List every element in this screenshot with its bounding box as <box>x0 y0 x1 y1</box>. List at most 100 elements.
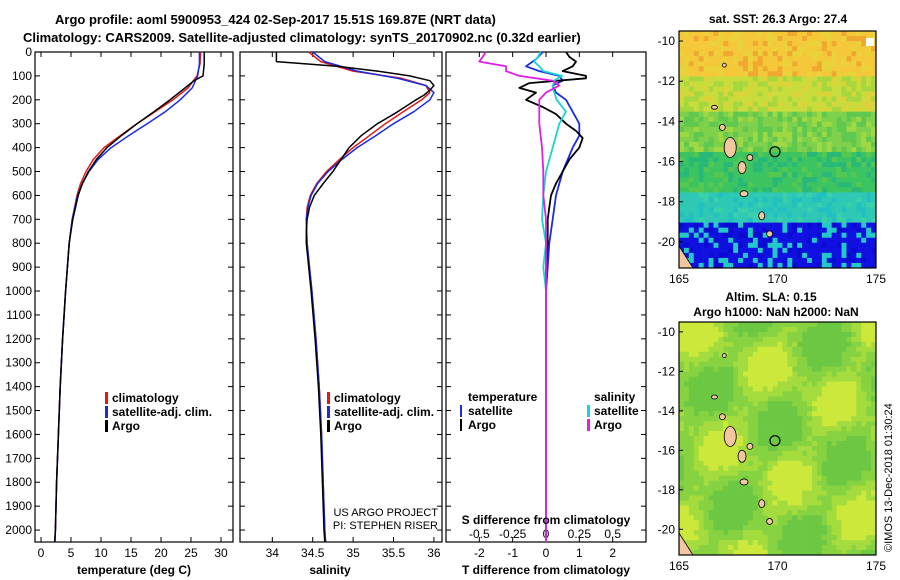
heatmap-cell <box>743 460 749 467</box>
heatmap-cell <box>733 445 739 452</box>
heatmap-cell <box>762 141 768 148</box>
heatmap-cell <box>782 346 788 353</box>
heatmap-cell <box>728 510 734 516</box>
heatmap-cell <box>821 356 828 362</box>
heatmap-cell <box>703 121 709 128</box>
heatmap-cell <box>802 76 808 82</box>
heatmap-cell <box>683 252 690 259</box>
heatmap-cell <box>856 545 862 551</box>
heatmap-cell <box>782 550 788 556</box>
heatmap-cell <box>683 356 690 362</box>
heatmap-cell <box>723 416 729 422</box>
heatmap-cell <box>871 61 877 67</box>
heatmap-cell <box>679 76 685 82</box>
heatmap-cell <box>821 535 828 541</box>
heatmap-cell <box>816 222 823 228</box>
heatmap-cell <box>821 167 828 173</box>
heatmap-cell <box>772 431 778 437</box>
heatmap-cell <box>738 460 744 467</box>
heatmap-cell <box>772 262 778 269</box>
heatmap-cell <box>683 207 690 213</box>
heatmap-cell <box>816 530 823 536</box>
heatmap-cell <box>831 545 837 551</box>
heatmap-cell <box>733 197 739 203</box>
heatmap-cell <box>713 386 719 392</box>
heatmap-cell <box>762 455 768 462</box>
heatmap-cell <box>831 187 837 193</box>
heatmap-cell <box>856 157 862 163</box>
heatmap-cell <box>733 525 739 531</box>
heatmap-cell <box>777 81 783 87</box>
heatmap-cell <box>777 111 783 118</box>
heatmap-cell <box>733 66 739 72</box>
heatmap-cell <box>797 96 803 102</box>
heatmap-cell <box>733 460 739 467</box>
heatmap-cell <box>757 111 764 118</box>
depth-tick-label: 1100 <box>6 308 32 322</box>
heatmap-cell <box>871 56 877 62</box>
heatmap-cell <box>752 172 759 178</box>
heatmap-cell <box>698 525 704 531</box>
heatmap-cell <box>747 495 754 501</box>
heatmap-cell <box>713 116 719 123</box>
heatmap-cell <box>683 162 690 168</box>
heatmap-cell <box>679 366 685 372</box>
heatmap-cell <box>856 126 862 133</box>
heatmap-cell <box>807 141 813 148</box>
heatmap-cell <box>787 187 793 193</box>
heatmap-cell <box>797 212 803 218</box>
heatmap-cell <box>767 71 773 77</box>
heatmap-cell <box>861 445 867 452</box>
heatmap-cell <box>718 46 724 52</box>
heatmap-cell <box>752 322 759 328</box>
heatmap-cell <box>792 470 798 476</box>
heatmap-cell <box>821 227 828 233</box>
heatmap-cell <box>816 86 823 92</box>
heatmap-cell <box>708 440 714 447</box>
heatmap-cell <box>752 141 759 148</box>
heatmap-cell <box>802 440 808 447</box>
heatmap-cell <box>683 465 690 472</box>
heatmap-cell <box>752 192 759 198</box>
heatmap-cell <box>777 136 783 143</box>
heatmap-cell <box>831 431 837 437</box>
heatmap-cell <box>861 257 867 264</box>
heatmap-cell <box>762 411 768 417</box>
heatmap-cell <box>866 436 872 442</box>
heatmap-cell <box>792 182 798 188</box>
heatmap-cell <box>821 217 828 223</box>
heatmap-cell <box>757 411 764 417</box>
heatmap-cell <box>743 116 749 123</box>
heatmap-cell <box>846 475 852 481</box>
heatmap-cell <box>738 31 744 37</box>
heatmap-cell <box>693 416 699 422</box>
heatmap-cell <box>826 460 832 467</box>
heatmap-cell <box>767 500 773 506</box>
heatmap-cell <box>733 31 739 37</box>
heatmap-cell <box>767 207 773 213</box>
island-shape <box>737 161 747 174</box>
heatmap-cell <box>693 386 699 392</box>
heatmap-cell <box>767 336 773 343</box>
heatmap-cell <box>767 177 773 183</box>
heatmap-cell <box>831 96 837 102</box>
heatmap-cell <box>861 520 867 526</box>
heatmap-cell <box>782 247 788 254</box>
heatmap-cell <box>777 331 783 338</box>
heatmap-cell <box>757 101 764 107</box>
heatmap-cell <box>826 366 832 372</box>
heatmap-cell <box>757 257 764 264</box>
heatmap-cell <box>782 426 788 432</box>
heatmap-cell <box>683 76 690 82</box>
heatmap-cell <box>708 371 714 377</box>
heatmap-cell <box>762 152 768 158</box>
heatmap-cell <box>683 56 690 62</box>
heatmap-cell <box>698 450 704 457</box>
heatmap-cell <box>698 101 704 107</box>
heatmap-cell <box>826 396 832 402</box>
heatmap-cell <box>713 96 719 102</box>
heatmap-cell <box>846 366 852 372</box>
heatmap-cell <box>802 416 808 422</box>
heatmap-cell <box>836 232 842 239</box>
heatmap-cell <box>713 86 719 92</box>
